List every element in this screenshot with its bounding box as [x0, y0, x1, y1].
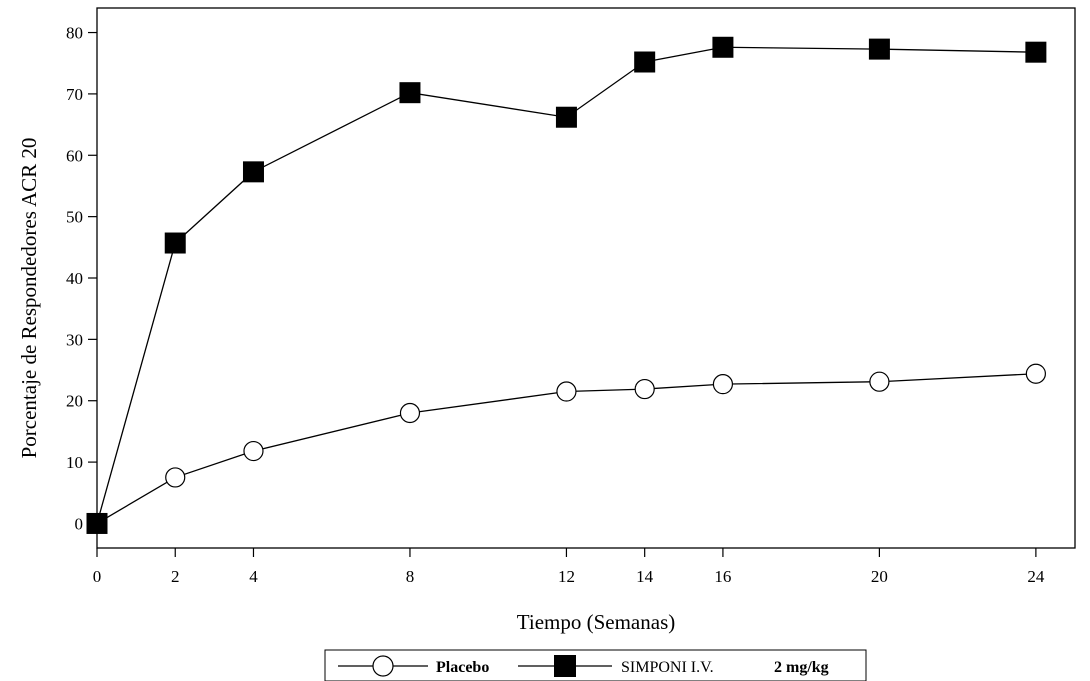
- data-point-placebo: [634, 378, 655, 400]
- x-tick-label: 12: [558, 567, 575, 586]
- data-point-placebo: [165, 467, 186, 488]
- x-tick-label: 0: [93, 567, 102, 586]
- data-point-simponi-i-v: [555, 106, 577, 128]
- data-point-placebo: [556, 381, 577, 402]
- data-point-simponi-i-v: [164, 232, 186, 254]
- y-tick-label: 60: [66, 146, 83, 165]
- data-point-simponi-i-v: [242, 161, 264, 183]
- x-tick-label: 2: [171, 567, 180, 586]
- y-tick-label: 50: [66, 208, 83, 227]
- plot-frame: [96, 7, 1076, 549]
- y-tick-label: 70: [66, 85, 83, 104]
- legend: Placebo SIMPONI I.V. 2 mg/kg: [324, 649, 867, 681]
- data-point-simponi-i-v: [86, 512, 108, 534]
- data-point-simponi-i-v: [634, 51, 656, 73]
- data-point-placebo: [869, 371, 890, 392]
- y-tick-label: 30: [66, 330, 83, 349]
- x-tick-label: 14: [636, 567, 654, 586]
- x-axis-ticks: 0 2 4 8 12 14 16 20 24: [93, 548, 1045, 586]
- legend-simponi-label: SIMPONI I.V.: [621, 659, 714, 676]
- y-axis-ticks: 0 10 20 30 40 50 60 70 80: [66, 24, 97, 533]
- series-layer: [86, 36, 1047, 534]
- y-axis-title: Porcentaje de Respondedores ACR 20: [17, 138, 41, 459]
- data-point-placebo: [399, 402, 421, 424]
- x-tick-label: 8: [406, 567, 415, 586]
- y-tick-label: 40: [66, 269, 83, 288]
- legend-simponi-marker: [554, 655, 576, 677]
- x-tick-label: 4: [249, 567, 258, 586]
- data-point-placebo: [712, 374, 734, 395]
- data-point-simponi-i-v: [868, 38, 890, 60]
- data-point-placebo: [1025, 363, 1046, 384]
- legend-placebo-label: Placebo: [436, 659, 489, 676]
- x-tick-label: 16: [714, 567, 731, 586]
- y-tick-label: 80: [66, 24, 83, 43]
- y-tick-label: 10: [66, 453, 83, 472]
- y-tick-label: 20: [66, 392, 83, 411]
- x-axis-title: Tiempo (Semanas): [517, 610, 675, 634]
- data-point-simponi-i-v: [712, 36, 734, 58]
- legend-simponi-dose: 2 mg/kg: [774, 659, 829, 676]
- y-tick-label: 0: [75, 514, 84, 533]
- x-tick-label: 20: [871, 567, 888, 586]
- data-point-placebo: [243, 440, 264, 462]
- data-point-simponi-i-v: [399, 82, 421, 104]
- data-point-simponi-i-v: [1025, 41, 1047, 63]
- legend-placebo-marker: [372, 655, 394, 677]
- x-tick-label: 24: [1027, 567, 1045, 586]
